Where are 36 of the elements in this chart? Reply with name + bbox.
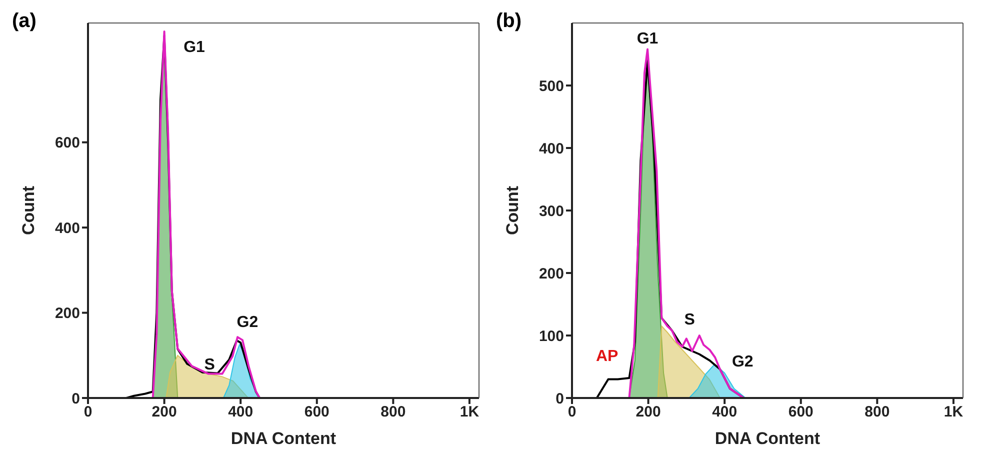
y-tick-label: 200: [54, 305, 80, 322]
y-tick-label: 100: [538, 328, 564, 345]
y-tick-label: 0: [72, 390, 80, 408]
y-tick-label: 400: [538, 140, 564, 158]
x-tick-label: 800: [864, 404, 890, 421]
y-tick-label: 500: [538, 78, 564, 95]
series-label: S: [684, 311, 696, 328]
chart-title: (b): [496, 10, 522, 33]
series-label: S: [204, 356, 216, 374]
chart-title: (a): [12, 10, 36, 33]
y-tick-label: 400: [54, 220, 80, 237]
x-tick-label: 200: [636, 404, 661, 421]
y-tick-label: 300: [538, 202, 564, 220]
series-label: G2: [732, 353, 754, 370]
y-tick-label: 200: [538, 265, 564, 282]
x-tick-label: 0: [568, 404, 576, 421]
y-axis-title: Count: [19, 186, 38, 236]
annotation: AP: [596, 348, 618, 366]
x-axis-title: DNA Content: [714, 429, 820, 448]
x-tick-label: 1K: [944, 404, 964, 421]
y-axis-title: Count: [503, 186, 522, 236]
series-label: G1: [184, 39, 206, 56]
x-tick-label: 800: [380, 404, 406, 421]
y-tick-label: 600: [54, 134, 80, 152]
line-series: [152, 30, 261, 398]
series-label: G1: [636, 30, 658, 48]
series-label: G2: [236, 314, 258, 331]
x-tick-label: 1K: [460, 404, 480, 421]
x-tick-label: 400: [712, 404, 738, 421]
x-tick-label: 0: [84, 404, 92, 421]
x-tick-label: 200: [152, 404, 177, 421]
y-tick-label: 0: [556, 390, 564, 408]
x-axis-title: DNA Content: [230, 429, 336, 448]
x-tick-label: 600: [304, 404, 330, 421]
x-tick-label: 600: [788, 404, 814, 421]
x-tick-label: 400: [228, 404, 254, 421]
